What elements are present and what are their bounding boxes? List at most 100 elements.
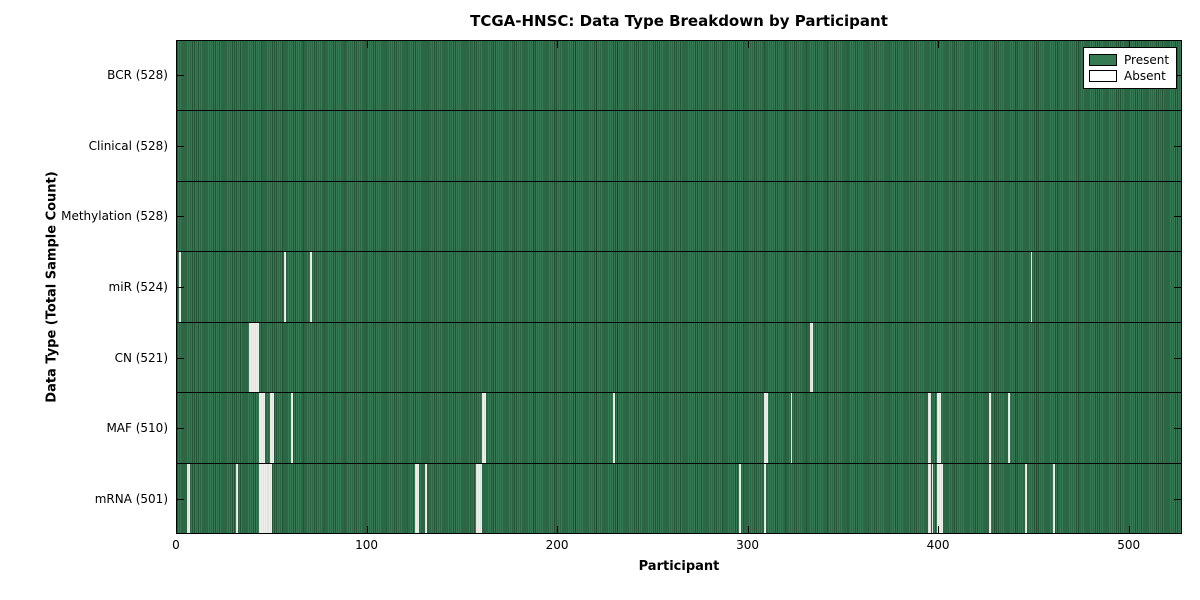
absent-mark [257, 322, 259, 393]
absent-mark [739, 463, 741, 533]
absent-mark [937, 393, 940, 463]
y-tick-right [1174, 216, 1181, 218]
y-tick-right [1174, 498, 1181, 500]
absent-mark [270, 463, 273, 533]
y-tick-right [1174, 287, 1181, 288]
x-tick-top [557, 41, 559, 48]
absent-mark [249, 322, 252, 393]
absent-mark [188, 463, 191, 533]
absent-mark [927, 393, 930, 463]
y-tick-right [1174, 428, 1181, 430]
absent-mark [268, 463, 271, 533]
absent-mark [483, 393, 486, 463]
absent-mark [809, 322, 812, 393]
chart-title: TCGA-HNSC: Data Type Breakdown by Partic… [470, 12, 888, 30]
absent-mark [931, 463, 934, 533]
legend-present-label: Present [1124, 53, 1170, 67]
data-type-row-methylation [177, 181, 1181, 253]
absent-mark [1007, 393, 1010, 463]
x-tick-label: 300 [736, 538, 760, 552]
x-tick-bottom [1128, 526, 1130, 533]
absent-mark [1053, 463, 1056, 533]
x-tick-top [366, 41, 368, 48]
absent-mark [283, 252, 286, 322]
absent-mark [763, 393, 766, 463]
data-type-row-clinical [177, 111, 1181, 182]
absent-mark [613, 393, 616, 463]
x-tick-bottom [938, 526, 940, 533]
absent-mark [1024, 463, 1027, 533]
y-tick-label: CN (521) [114, 350, 168, 365]
x-tick-label: 200 [545, 538, 569, 552]
absent-mark [479, 463, 482, 533]
absent-mark [258, 393, 261, 463]
y-tick-right [1174, 357, 1181, 359]
absent-mark [811, 322, 814, 393]
data-type-row-maf [177, 393, 1181, 464]
y-tick-right [1174, 145, 1181, 147]
data-type-row-mrna [177, 463, 1181, 533]
absent-mark [291, 393, 294, 463]
x-tick-top [747, 41, 749, 48]
absent-mark [260, 393, 263, 463]
legend-entry-present: Present [1089, 52, 1169, 68]
absent-mark [927, 463, 930, 533]
legend-absent-swatch [1089, 70, 1117, 82]
y-tick-label: miR (524) [108, 280, 168, 294]
y-tick-left [177, 145, 184, 147]
absent-mark [310, 252, 313, 322]
y-tick-label: BCR (528) [107, 68, 168, 83]
absent-mark [417, 463, 419, 533]
data-type-row-bcr [177, 41, 1181, 112]
absent-mark [258, 463, 261, 533]
absent-mark [186, 463, 189, 533]
absent-mark [939, 463, 941, 533]
y-tick-left [177, 216, 184, 218]
absent-mark [262, 393, 265, 463]
legend-entry-absent: Absent [1089, 68, 1169, 84]
y-tick-label: mRNA (501) [94, 491, 168, 506]
x-tick-label: 100 [355, 538, 378, 552]
absent-mark [939, 393, 941, 463]
x-tick-bottom [366, 526, 368, 533]
absent-mark [415, 463, 418, 533]
absent-mark [424, 463, 427, 533]
x-axis-label: Participant [638, 559, 720, 574]
x-tick-label: 0 [172, 538, 180, 552]
x-tick-top [176, 41, 177, 48]
y-tick-left [177, 75, 184, 77]
data-type-row-mir [177, 252, 1181, 323]
y-tick-right [1174, 75, 1181, 77]
absent-mark [262, 463, 265, 533]
y-tick-left [177, 287, 184, 288]
absent-mark [941, 463, 943, 533]
x-tick-bottom [557, 526, 559, 533]
y-tick-label: Methylation (528) [61, 209, 168, 224]
y-tick-label: Clinical (528) [88, 138, 168, 153]
x-tick-top [1128, 41, 1130, 48]
absent-mark [476, 463, 479, 533]
absent-mark [937, 463, 940, 533]
data-type-row-cn [177, 322, 1181, 394]
y-tick-left [177, 357, 184, 359]
x-tick-label: 500 [1117, 538, 1141, 552]
x-tick-bottom [176, 526, 177, 533]
absent-mark [765, 393, 768, 463]
x-tick-label: 400 [926, 538, 950, 552]
absent-mark [988, 463, 991, 533]
x-tick-bottom [747, 526, 749, 533]
absent-mark [272, 393, 275, 463]
absent-mark [253, 322, 256, 393]
absent-mark [988, 393, 991, 463]
absent-mark [251, 322, 254, 393]
legend: Present Absent [1083, 47, 1177, 89]
absent-mark [481, 393, 484, 463]
absent-mark [929, 393, 932, 463]
plot-area [176, 40, 1182, 534]
absent-mark [264, 463, 267, 533]
absent-mark [478, 463, 480, 533]
y-tick-left [177, 498, 184, 500]
legend-present-swatch [1089, 54, 1117, 66]
absent-mark [1030, 252, 1033, 322]
